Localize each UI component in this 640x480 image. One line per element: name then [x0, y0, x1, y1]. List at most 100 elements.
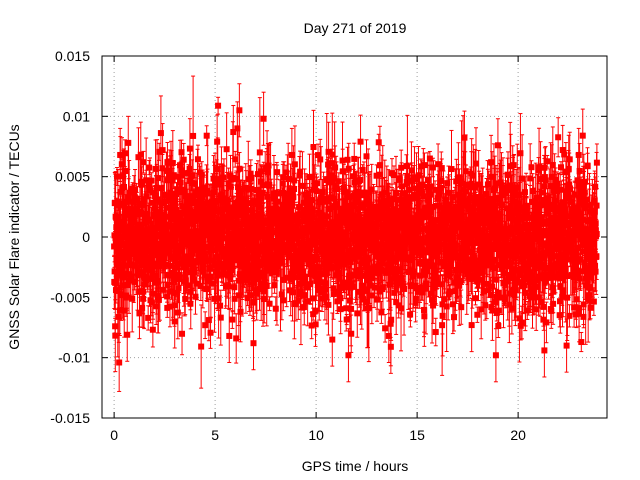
data-point [210, 280, 217, 287]
data-point [264, 193, 271, 200]
data-point [295, 229, 302, 236]
data-point [113, 173, 120, 180]
data-point [150, 199, 157, 206]
data-point [216, 181, 223, 188]
data-point [132, 206, 139, 213]
data-point [272, 305, 279, 312]
data-point [266, 212, 273, 219]
data-point [262, 217, 269, 224]
data-point [309, 206, 316, 213]
data-point [129, 295, 136, 302]
data-point [236, 165, 243, 172]
data-point [266, 181, 273, 188]
data-point [185, 253, 192, 260]
data-point [146, 164, 153, 171]
data-point [182, 295, 189, 302]
data-point [301, 279, 308, 286]
data-point [308, 322, 315, 329]
data-point [151, 205, 158, 212]
data-point [198, 343, 205, 350]
data-point [259, 189, 266, 196]
data-point [312, 307, 319, 314]
data-point [145, 314, 152, 321]
data-point [173, 271, 180, 278]
data-point [138, 181, 145, 188]
data-point [155, 296, 162, 303]
data-point [116, 222, 123, 229]
data-point [214, 166, 221, 173]
data-point [296, 280, 303, 287]
data-point [224, 201, 231, 208]
data-point [266, 300, 273, 307]
data-point [137, 151, 144, 158]
data-point [185, 169, 192, 176]
data-point [313, 188, 320, 195]
data-point [120, 173, 127, 180]
data-point [254, 171, 261, 178]
data-point [193, 259, 200, 266]
data-point [169, 210, 176, 217]
data-point [184, 282, 191, 289]
data-point [119, 282, 126, 289]
data-point [289, 202, 296, 209]
data-point [167, 254, 174, 261]
data-point [168, 197, 175, 204]
data-point [140, 159, 147, 166]
data-point [229, 207, 236, 214]
data-point [316, 209, 323, 216]
data-point [192, 198, 199, 205]
data-point [299, 242, 306, 249]
data-point [175, 173, 182, 180]
data-point [310, 220, 317, 227]
data-point [232, 156, 239, 163]
data-point [171, 201, 178, 208]
data-point [187, 234, 194, 241]
data-point [291, 161, 298, 168]
data-point [268, 269, 275, 276]
data-point [203, 286, 210, 293]
data-point [296, 203, 303, 210]
data-point [223, 146, 230, 153]
data-point [261, 296, 268, 303]
data-point [166, 303, 173, 310]
data-point [315, 152, 322, 159]
data-point [306, 204, 313, 211]
data-point [213, 254, 220, 261]
data-point [170, 277, 177, 284]
data-point [123, 292, 130, 299]
data-point [212, 260, 219, 267]
data-point [229, 174, 236, 181]
data-point [179, 330, 186, 337]
data-point [212, 181, 219, 188]
data-point [285, 203, 292, 210]
data-point [112, 332, 119, 339]
data-point [286, 219, 293, 226]
data-point [242, 276, 249, 283]
data-point [118, 270, 125, 277]
data-point [207, 329, 214, 336]
data-point [173, 207, 180, 214]
data-point [111, 199, 118, 206]
data-point [143, 193, 150, 200]
data-point [245, 229, 252, 236]
data-point [175, 285, 182, 292]
data-point [215, 102, 222, 109]
data-point [295, 297, 302, 304]
data-point [155, 252, 162, 259]
data-point [215, 295, 222, 302]
data-point [167, 262, 174, 269]
data-point [132, 186, 139, 193]
data-point [126, 277, 133, 284]
data-point [152, 272, 159, 279]
data-point [285, 191, 292, 198]
data-point [275, 217, 282, 224]
data-point [258, 178, 265, 185]
data-point [287, 187, 294, 194]
data-point [170, 172, 177, 179]
data-point [169, 269, 176, 276]
data-point [257, 260, 264, 267]
data-point [250, 252, 257, 259]
data-point [156, 148, 163, 155]
data-point [182, 233, 189, 240]
